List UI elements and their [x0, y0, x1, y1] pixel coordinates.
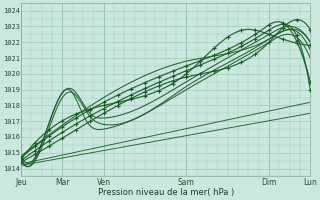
X-axis label: Pression niveau de la mer( hPa ): Pression niveau de la mer( hPa ): [98, 188, 234, 197]
